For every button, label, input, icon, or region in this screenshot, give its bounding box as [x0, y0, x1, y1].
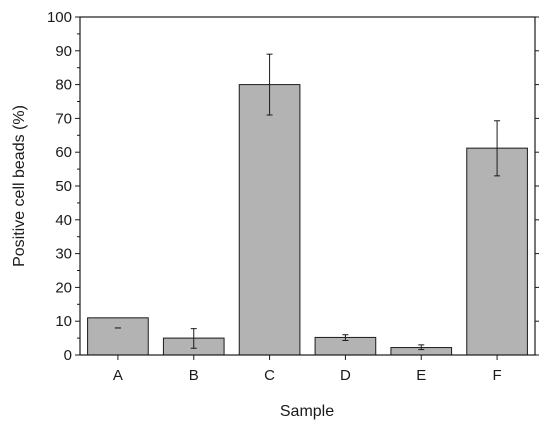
x-axis-title: Sample [280, 403, 334, 420]
bar-C [238, 84, 301, 356]
x-tick-label-D: D [340, 367, 351, 384]
bars [87, 84, 528, 356]
x-tick-label-B: B [189, 367, 199, 384]
bar-F [466, 147, 528, 356]
y-tick-label-40: 40 [55, 212, 72, 229]
x-tick-label-F: F [492, 367, 501, 384]
bar-A [87, 317, 149, 356]
error-bars [114, 53, 501, 351]
y-tick-label-10: 10 [55, 313, 72, 330]
y-axis-title: Positive cell beads (%) [11, 105, 28, 267]
y-tick-label-70: 70 [55, 110, 72, 127]
x-tick-label-E: E [416, 367, 426, 384]
x-tick-label-C: C [264, 367, 275, 384]
y-tick-label-0: 0 [64, 347, 72, 364]
y-axis: 0 10 20 30 40 50 60 70 80 90 100 [47, 9, 539, 364]
y-tick-label-20: 20 [55, 279, 72, 296]
x-tick-label-A: A [113, 367, 123, 384]
y-tick-label-30: 30 [55, 246, 72, 263]
y-tick-label-60: 60 [55, 144, 72, 161]
y-tick-label-100: 100 [47, 9, 72, 26]
y-tick-label-80: 80 [55, 77, 72, 94]
y-tick-label-90: 90 [55, 43, 72, 60]
x-axis: A B C D E F [113, 355, 502, 384]
y-tick-label-50: 50 [55, 178, 72, 195]
